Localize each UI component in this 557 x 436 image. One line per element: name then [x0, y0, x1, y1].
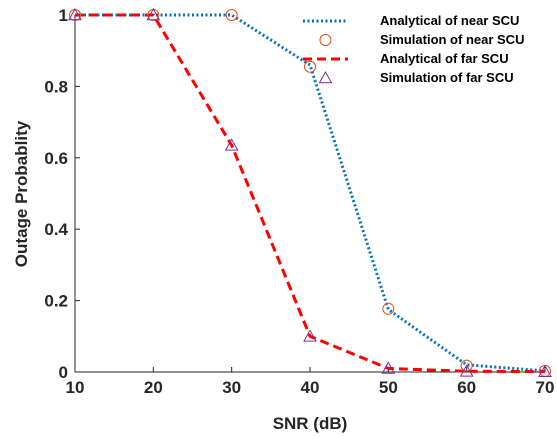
y-axis-title: Outage Probablity [12, 120, 31, 267]
series-point-4 [146, 7, 161, 21]
series-point-4 [459, 364, 474, 377]
legend-label-1: Analytical of near SCU [380, 13, 519, 28]
legend-label-3: Analytical of far SCU [380, 51, 509, 66]
y-tick-label: 1 [59, 6, 68, 25]
series-point-4 [224, 138, 239, 151]
y-tick-label: 0.2 [44, 292, 68, 311]
legend-symbol-4 [318, 70, 333, 84]
x-tick-label: 70 [536, 378, 555, 397]
y-tick-label: 0.8 [44, 77, 68, 96]
legend-symbol-2 [319, 34, 332, 46]
legend-label-2: Simulation of near SCU [380, 32, 524, 47]
x-tick-label: 60 [457, 378, 476, 397]
x-tick-label: 50 [379, 378, 398, 397]
y-tick-label: 0.4 [44, 220, 68, 239]
series-layer [68, 7, 552, 377]
x-tick-label: 20 [144, 378, 163, 397]
x-tick-label: 30 [222, 378, 241, 397]
x-tick-label: 40 [301, 378, 320, 397]
y-tick-label: 0.6 [44, 149, 68, 168]
series-point-4 [68, 7, 82, 21]
y-tick-label: 0 [59, 363, 68, 382]
series-point-2 [382, 302, 395, 315]
series-point-2 [460, 359, 473, 372]
x-tick-label: 10 [66, 378, 85, 397]
series-point-2 [225, 9, 238, 21]
series-point-4 [538, 364, 552, 377]
series-line-3 [75, 13, 546, 374]
axes: 10 20 30 40 50 60 70 0 0.2 0.4 0.6 0.8 1 [44, 6, 554, 397]
series-point-2 [304, 60, 316, 73]
series-point-4 [381, 361, 396, 374]
legend-label-4: Simulation of far SCU [380, 70, 514, 85]
series-point-4 [303, 329, 317, 342]
x-axis-title: SNR (dB) [273, 414, 348, 433]
legend: Analytical of near SCU Simulation of near… [303, 13, 524, 85]
